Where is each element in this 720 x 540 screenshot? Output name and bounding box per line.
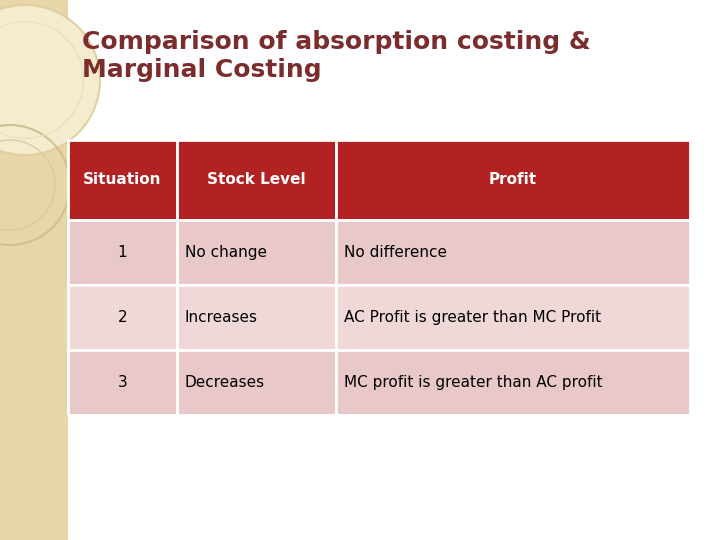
Bar — [177, 285, 336, 350]
Text: 3: 3 — [117, 375, 127, 390]
Text: No difference: No difference — [344, 245, 447, 260]
Text: Stock Level: Stock Level — [207, 172, 306, 187]
Bar — [177, 140, 336, 220]
Bar — [68, 285, 177, 350]
Text: AC Profit is greater than MC Profit: AC Profit is greater than MC Profit — [344, 310, 601, 325]
Bar — [336, 140, 690, 220]
Bar — [177, 350, 336, 415]
Text: Increases: Increases — [185, 310, 258, 325]
Text: MC profit is greater than AC profit: MC profit is greater than AC profit — [344, 375, 603, 390]
Bar — [68, 140, 177, 220]
Text: 2: 2 — [117, 310, 127, 325]
Text: Situation: Situation — [84, 172, 162, 187]
Text: No change: No change — [185, 245, 267, 260]
Bar — [336, 350, 690, 415]
Bar — [68, 220, 177, 285]
Bar — [0, 0, 68, 540]
Circle shape — [0, 5, 100, 155]
Bar — [336, 220, 690, 285]
Bar — [68, 350, 177, 415]
Text: Comparison of absorption costing &: Comparison of absorption costing & — [82, 30, 590, 54]
Bar — [177, 220, 336, 285]
Text: Marginal Costing: Marginal Costing — [82, 58, 322, 82]
Text: Profit: Profit — [489, 172, 537, 187]
Bar — [336, 285, 690, 350]
Text: Decreases: Decreases — [185, 375, 265, 390]
Text: 1: 1 — [117, 245, 127, 260]
